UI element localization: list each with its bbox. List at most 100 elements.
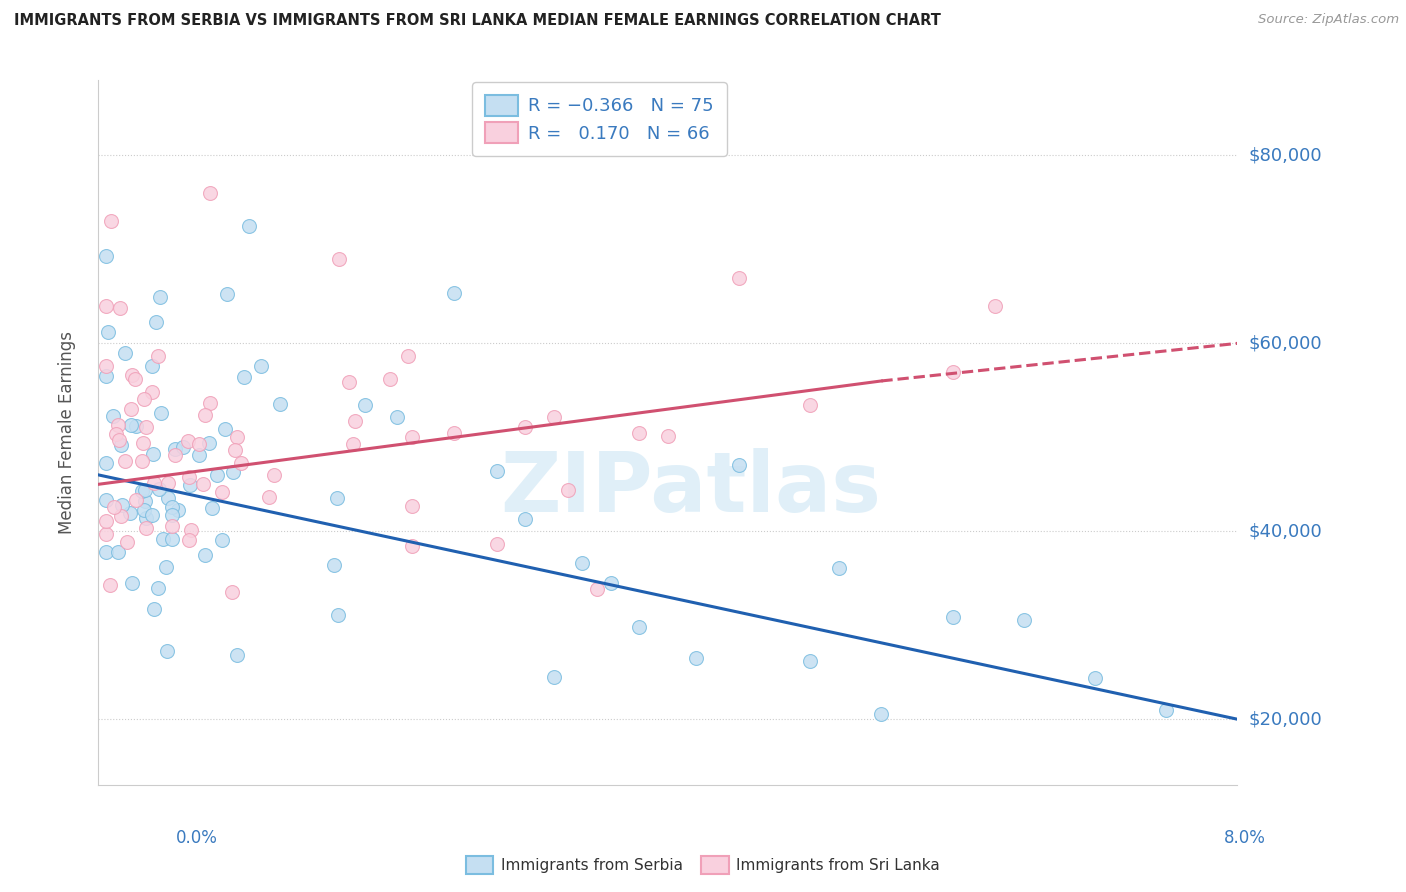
Point [870,707,893,722]
Point [132,503,155,517]
Text: Source: ZipAtlas.com: Source: ZipAtlas.com [1258,13,1399,27]
Point [269,397,291,411]
Point [211,485,233,500]
Point [152,532,174,546]
Text: $40,000: $40,000 [1249,523,1322,541]
Point [238,219,260,234]
Point [100,214,122,228]
Point [94,456,117,470]
Point [121,576,143,591]
Point [585,582,607,597]
Point [177,533,200,547]
Point [180,523,202,537]
Point [1012,613,1035,627]
Point [156,644,179,658]
Point [148,482,170,496]
Point [515,511,537,525]
Point [198,186,221,200]
Point [326,608,349,623]
Point [141,508,163,523]
Point [94,299,117,313]
Point [984,299,1007,313]
Point [401,499,423,513]
Point [150,406,173,420]
Point [600,576,623,591]
Point [125,493,148,508]
Point [233,369,256,384]
Point [141,384,163,399]
Point [165,442,187,456]
Point [179,478,201,492]
Legend: R = −0.366   N = 75, R =   0.170   N = 66: R = −0.366 N = 75, R = 0.170 N = 66 [472,82,727,155]
Point [1154,703,1177,717]
Text: $80,000: $80,000 [1249,146,1322,164]
Point [628,620,651,634]
Point [323,558,346,573]
Point [515,419,537,434]
Point [162,500,184,514]
Point [571,556,593,570]
Point [211,533,233,547]
Point [799,398,821,412]
Point [177,434,200,449]
Point [110,509,132,524]
Point [387,410,409,425]
Point [155,560,177,574]
Point [728,458,751,472]
Point [134,392,156,407]
Point [120,417,142,432]
Point [198,396,221,410]
Point [221,585,243,599]
Point [224,442,246,457]
Point [222,465,245,479]
Text: $60,000: $60,000 [1249,334,1322,352]
Point [132,436,155,450]
Point [343,414,366,428]
Point [166,503,188,517]
Point [141,359,163,373]
Point [354,399,377,413]
Point [156,491,179,505]
Point [94,368,117,383]
Point [118,506,141,520]
Point [443,286,465,301]
Point [197,436,219,450]
Point [107,545,129,559]
Text: 8.0%: 8.0% [1223,830,1265,847]
Point [162,508,184,523]
Point [142,446,165,460]
Point [114,453,136,467]
Point [828,560,851,574]
Point [163,448,186,462]
Point [94,359,117,373]
Point [543,670,565,684]
Point [114,346,136,360]
Point [124,372,146,386]
Point [201,500,224,515]
Text: $20,000: $20,000 [1249,710,1322,728]
Point [125,419,148,434]
Point [685,651,707,665]
Y-axis label: Median Female Earnings: Median Female Earnings [58,331,76,534]
Point [94,514,117,528]
Point [215,287,238,301]
Point [115,535,138,549]
Point [177,470,200,484]
Point [229,456,252,470]
Point [110,438,132,452]
Point [226,430,249,444]
Point [131,483,153,498]
Point [799,654,821,668]
Point [443,426,465,441]
Point [337,375,360,389]
Point [97,325,120,339]
Point [98,578,121,592]
Point [120,401,142,416]
Point [187,448,209,462]
Point [557,483,579,497]
Point [156,475,179,490]
Point [342,437,364,451]
Point [108,301,131,315]
Point [194,548,217,562]
Point [942,609,965,624]
